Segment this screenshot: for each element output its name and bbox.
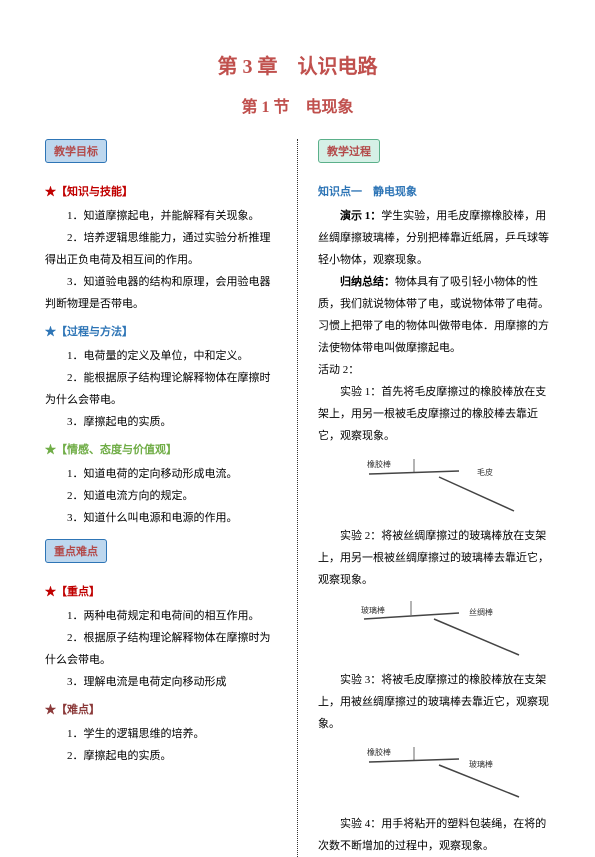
difficulty-item: 2．摩擦起电的实质。 — [45, 745, 277, 767]
demo-text: 演示 1：学生实验，用毛皮摩擦橡胶棒，用丝绸摩擦玻璃棒，分别把棒靠近纸屑，乒乓球… — [318, 205, 550, 271]
experiment-text: 实验 3：将被毛皮摩擦过的橡胶棒放在支架上，用被丝绸摩擦过的玻璃棒去靠近它，观察… — [318, 669, 550, 735]
diagram-exp1: 橡胶棒 毛皮 — [318, 449, 550, 519]
heading-knowledge-skill: ★【知识与技能】 — [45, 183, 277, 199]
activity-label: 活动 2： — [318, 359, 550, 381]
keypoint-item: 2．根据原子结构理论解释物体在摩擦时为什么会带电。 — [45, 627, 277, 671]
diagram-label: 橡胶棒 — [367, 747, 391, 757]
experiment-text: 实验 4：用手将粘开的塑料包装绳，在将的次数不断增加的过程中，观察现象。 — [318, 813, 550, 857]
diagram-rod2 — [439, 765, 519, 797]
badge-keypoints: 重点难点 — [45, 539, 107, 563]
diagram-rod2 — [434, 619, 519, 655]
diagram-label: 玻璃棒 — [469, 759, 493, 769]
diagram-label: 毛皮 — [477, 467, 493, 477]
badge-objectives: 教学目标 — [45, 139, 107, 163]
summary-label: 归纳总结： — [340, 276, 395, 288]
difficulty-item: 1．学生的逻辑思维的培养。 — [45, 723, 277, 745]
diagram-label: 玻璃棒 — [361, 605, 385, 615]
objective-item: 2．知道电流方向的规定。 — [45, 485, 277, 507]
objective-item: 2．能根据原子结构理论解释物体在摩擦时为什么会带电。 — [45, 367, 277, 411]
left-column: 教学目标 ★【知识与技能】 1．知道摩擦起电，并能解释有关现象。 2．培养逻辑思… — [45, 139, 277, 857]
right-column: 教学过程 知识点一 静电现象 演示 1：学生实验，用毛皮摩擦橡胶棒，用丝绸摩擦玻… — [318, 139, 550, 857]
objective-item: 1．知道摩擦起电，并能解释有关现象。 — [45, 205, 277, 227]
chapter-title: 第 3 章 认识电路 — [45, 50, 550, 79]
heading-difficulty: ★【难点】 — [45, 701, 277, 717]
objective-item: 1．知道电荷的定向移动形成电流。 — [45, 463, 277, 485]
diagram-exp3: 橡胶棒 玻璃棒 — [318, 737, 550, 807]
diagram-label: 丝绸棒 — [469, 607, 493, 617]
keypoint-item: 1．两种电荷规定和电荷间的相互作用。 — [45, 605, 277, 627]
summary-text: 归纳总结：物体具有了吸引轻小物体的性质，我们就说物体带了电，或说物体带了电荷。习… — [318, 271, 550, 359]
objective-item: 3．摩擦起电的实质。 — [45, 411, 277, 433]
keypoint-item: 3．理解电流是电荷定向移动形成 — [45, 671, 277, 693]
section-title: 第 1 节 电现象 — [45, 93, 550, 117]
diagram-exp2: 玻璃棒 丝绸棒 — [318, 593, 550, 663]
objective-item: 2．培养逻辑思维能力，通过实验分析推理得出正负电荷及相互间的作用。 — [45, 227, 277, 271]
column-divider — [297, 139, 298, 857]
content-columns: 教学目标 ★【知识与技能】 1．知道摩擦起电，并能解释有关现象。 2．培养逻辑思… — [45, 139, 550, 857]
objective-item: 1．电荷量的定义及单位，中和定义。 — [45, 345, 277, 367]
heading-knowledge-point: 知识点一 静电现象 — [318, 183, 550, 199]
experiment-text: 实验 2：将被丝绸摩擦过的玻璃棒放在支架上，用另一根被丝绸摩擦过的玻璃棒去靠近它… — [318, 525, 550, 591]
objective-item: 3．知道什么叫电源和电源的作用。 — [45, 507, 277, 529]
heading-emotion-values: ★【情感、态度与价值观】 — [45, 441, 277, 457]
diagram-label: 橡胶棒 — [367, 459, 391, 469]
experiment-text: 实验 1：首先将毛皮摩擦过的橡胶棒放在支架上，用另一根被毛皮摩擦过的橡胶棒去靠近… — [318, 381, 550, 447]
badge-process: 教学过程 — [318, 139, 380, 163]
diagram-rod2 — [439, 477, 514, 511]
objective-item: 3．知道验电器的结构和原理，会用验电器判断物理是否带电。 — [45, 271, 277, 315]
heading-process-method: ★【过程与方法】 — [45, 323, 277, 339]
demo-label: 演示 1： — [340, 210, 381, 222]
heading-focus: ★【重点】 — [45, 583, 277, 599]
